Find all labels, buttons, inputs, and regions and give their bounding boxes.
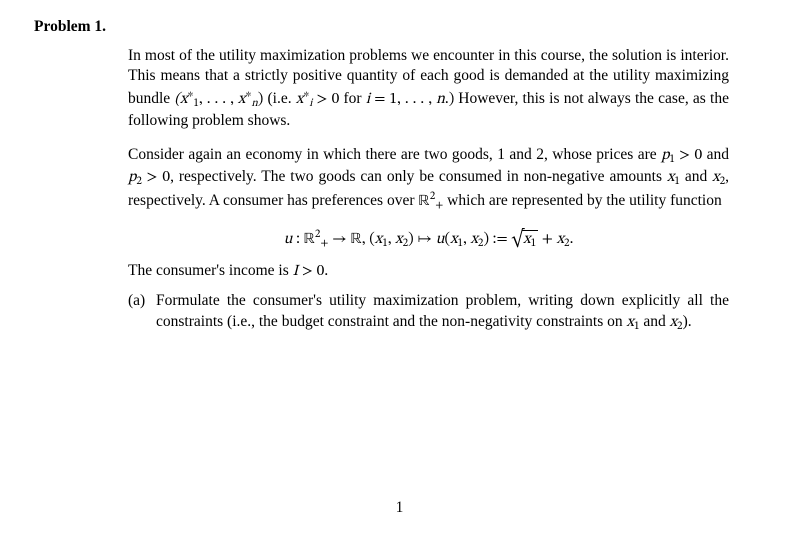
problem-heading: Problem 1. (34, 18, 729, 36)
R: ℝ (418, 193, 429, 209)
item-a-text: Formulate the consumer's utility maximiz… (156, 291, 729, 333)
ncl: .) (445, 91, 458, 107)
page-number: 1 (0, 499, 799, 517)
utility-fn-display: u : ℝ2+ → ℝ, (x1, x2) ↦ u(x1, x2) := √x1… (128, 227, 729, 251)
p3-text: The consumer's income is (128, 262, 293, 279)
and-1: and (702, 146, 729, 163)
for-text: for (339, 90, 366, 107)
x2-var: x2 (712, 169, 725, 185)
xi-star-pos: x∗i > 0 (296, 91, 339, 107)
p2-text-a: Consider again an economy in which there… (128, 146, 661, 163)
xd: x (395, 231, 402, 247)
xg: x (523, 231, 530, 247)
paragraph-3: The consumer's income is I > 0. (128, 261, 729, 281)
mto: ↦ (414, 231, 436, 247)
and-3: and (639, 313, 669, 330)
xe: x (450, 231, 457, 247)
col: : (292, 231, 303, 247)
i-range: i = 1, . . . , n.) (366, 91, 458, 107)
xh: x (557, 231, 564, 247)
g2: > 0 (142, 169, 170, 185)
xb: x (712, 169, 719, 185)
R2-plus: ℝ2+ (418, 193, 443, 209)
paragraph-2: Consider again an economy in which there… (128, 145, 729, 213)
one: 1 (389, 91, 397, 107)
paragraph-1: In most of the utility maximization prob… (128, 46, 729, 281)
xi: x (627, 314, 634, 330)
x2-in-a: x2 (670, 314, 683, 330)
ell: . . . (207, 91, 230, 107)
u2: u (436, 231, 445, 247)
x1-in-a: x1 (627, 314, 640, 330)
asn: := (489, 231, 511, 247)
income-I: I > 0. (293, 263, 328, 279)
pl: + (538, 231, 556, 247)
xj: x (670, 314, 677, 330)
c2: , (230, 91, 238, 107)
eq: = (370, 91, 389, 107)
p2-text-b: , respectively. The two goods can only b… (170, 168, 667, 185)
sqrt-x1: √x1 (511, 229, 538, 250)
bundle-expr: (x∗1, . . . , x∗n) (174, 91, 263, 107)
c: , (199, 91, 207, 107)
R3: ℝ (350, 231, 361, 247)
xf: x (470, 231, 477, 247)
R2: ℝ (304, 231, 315, 247)
pd: . (570, 231, 574, 247)
item-a: (a) Formulate the consumer's utility max… (128, 291, 729, 333)
ie-open: (i.e. (263, 90, 296, 107)
dots: , . . . , (397, 91, 436, 107)
x1-var: x1 (667, 169, 680, 185)
p1-price: p1 > 0 (661, 147, 702, 163)
arr: → (328, 231, 350, 247)
g1: > 0 (675, 147, 702, 163)
sg: 1 (531, 237, 537, 249)
p2-text-d: which are represented by the utility fun… (443, 192, 721, 209)
and-2: and (680, 168, 712, 185)
n: n (436, 91, 445, 107)
item-a-label: (a) (128, 291, 156, 333)
gtp: > 0. (298, 263, 328, 279)
p2-price: p2 > 0 (128, 169, 170, 185)
gt0: > 0 (312, 91, 339, 107)
item-a-text-2: ). (683, 313, 692, 330)
